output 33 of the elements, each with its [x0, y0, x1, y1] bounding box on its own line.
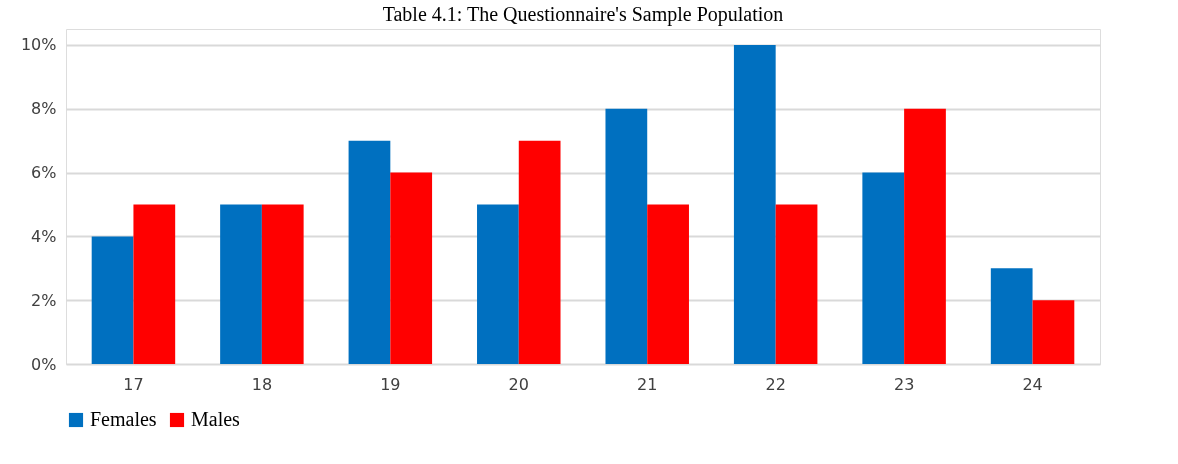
- x-tick-label: 20: [508, 374, 529, 394]
- y-tick-label: 6%: [31, 163, 57, 183]
- bar: [348, 140, 391, 364]
- bar: [733, 44, 776, 364]
- y-tick-label: 8%: [31, 99, 57, 119]
- x-tick-label: 17: [123, 374, 144, 394]
- bar: [862, 172, 905, 364]
- x-tick-label: 24: [1022, 374, 1043, 394]
- bar: [1032, 300, 1075, 364]
- bar: [390, 172, 433, 364]
- x-tick-label: 23: [893, 374, 915, 394]
- y-tick-label: 0%: [31, 354, 57, 374]
- y-tick-label: 4%: [31, 226, 57, 246]
- bar: [518, 140, 561, 364]
- bar: [261, 204, 304, 364]
- x-tick-label: 22: [765, 374, 786, 394]
- bar: [91, 236, 134, 364]
- legend-label: Males: [191, 408, 241, 430]
- bar: [775, 204, 818, 364]
- bar: [477, 204, 519, 364]
- bar: [904, 108, 946, 364]
- bar: [220, 204, 262, 364]
- bar: [133, 204, 176, 364]
- bar: [990, 268, 1033, 364]
- x-tick-label: 21: [637, 374, 658, 394]
- y-tick-label: 10%: [20, 35, 57, 55]
- y-tick-label: 2%: [31, 290, 57, 310]
- x-tick-label: 19: [380, 374, 401, 394]
- legend-label: Females: [90, 408, 157, 430]
- bar: [605, 108, 648, 364]
- bar: [647, 204, 689, 364]
- chart-title: Table 4.1: The Questionnaire's Sample Population: [382, 3, 784, 26]
- x-tick-label: 18: [251, 374, 273, 394]
